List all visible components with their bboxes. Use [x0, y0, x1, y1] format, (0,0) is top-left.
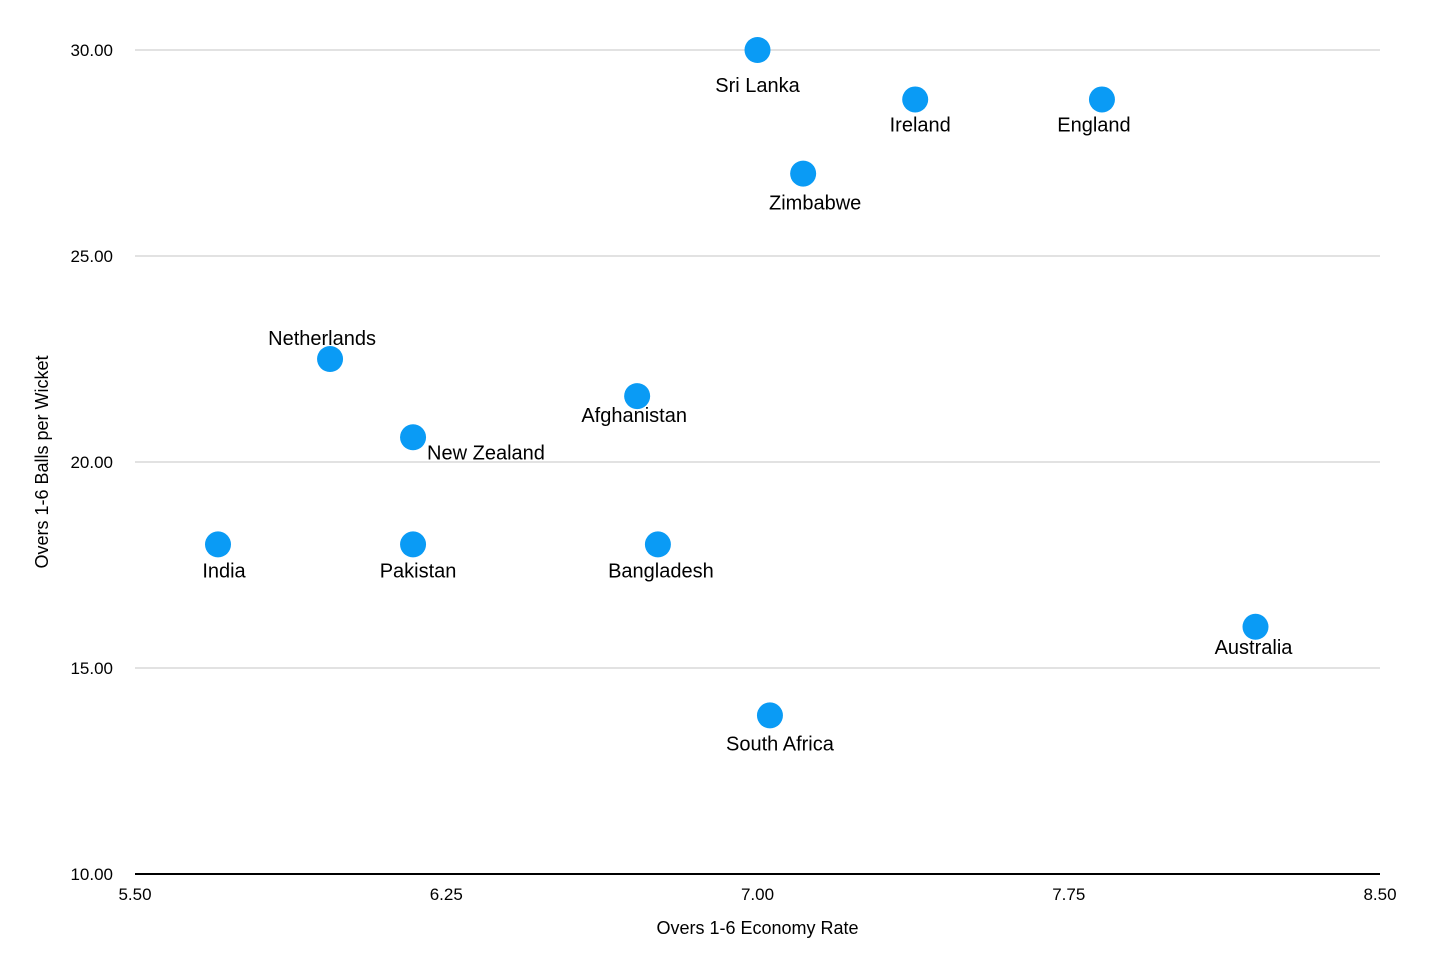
data-point — [205, 531, 231, 558]
y-tick-label: 20.00 — [70, 453, 113, 472]
points-layer — [205, 37, 1269, 729]
x-axis-title: Overs 1-6 Economy Rate — [656, 918, 858, 938]
data-point — [400, 424, 427, 451]
data-point — [744, 37, 771, 63]
data-point — [1088, 86, 1115, 113]
point-label: Bangladesh — [608, 560, 714, 582]
y-tick-label: 25.00 — [70, 247, 113, 266]
point-label: New Zealand — [427, 442, 545, 464]
y-tick-label: 15.00 — [70, 659, 113, 678]
x-tick-label: 7.75 — [1052, 885, 1085, 904]
data-point — [317, 346, 344, 372]
x-tick-label: 5.50 — [118, 885, 151, 904]
point-label: Ireland — [890, 114, 951, 136]
data-point — [790, 160, 817, 187]
x-tick-label: 6.25 — [430, 885, 463, 904]
x-tick-label: 7.00 — [741, 885, 774, 904]
point-label: Australia — [1215, 637, 1294, 659]
data-point — [400, 531, 427, 558]
data-point — [902, 86, 929, 113]
point-label: Sri Lanka — [715, 75, 800, 97]
point-label: South Africa — [726, 733, 835, 755]
data-point — [644, 531, 671, 558]
point-label: India — [202, 560, 246, 582]
point-label: Zimbabwe — [769, 193, 861, 215]
axis-layer: 10.00 15.00 20.00 25.00 30.00 5.50 6.25 7.00 7.7… — [70, 41, 1396, 904]
y-tick-label: 10.00 — [70, 865, 113, 884]
data-point — [624, 383, 651, 410]
x-tick-label: 8.50 — [1363, 885, 1396, 904]
point-label: Afghanistan — [581, 405, 687, 427]
point-label: Netherlands — [268, 328, 376, 350]
data-point — [1242, 613, 1269, 640]
labels-layer: Sri Lanka Ireland England Zimbabwe Netherlan… — [202, 75, 1293, 755]
y-tick-label: 30.00 — [70, 41, 113, 60]
point-label: England — [1057, 114, 1130, 136]
data-point — [756, 702, 783, 729]
point-label: Pakistan — [380, 560, 457, 582]
y-axis-title: Overs 1-6 Balls per Wicket — [32, 355, 52, 568]
